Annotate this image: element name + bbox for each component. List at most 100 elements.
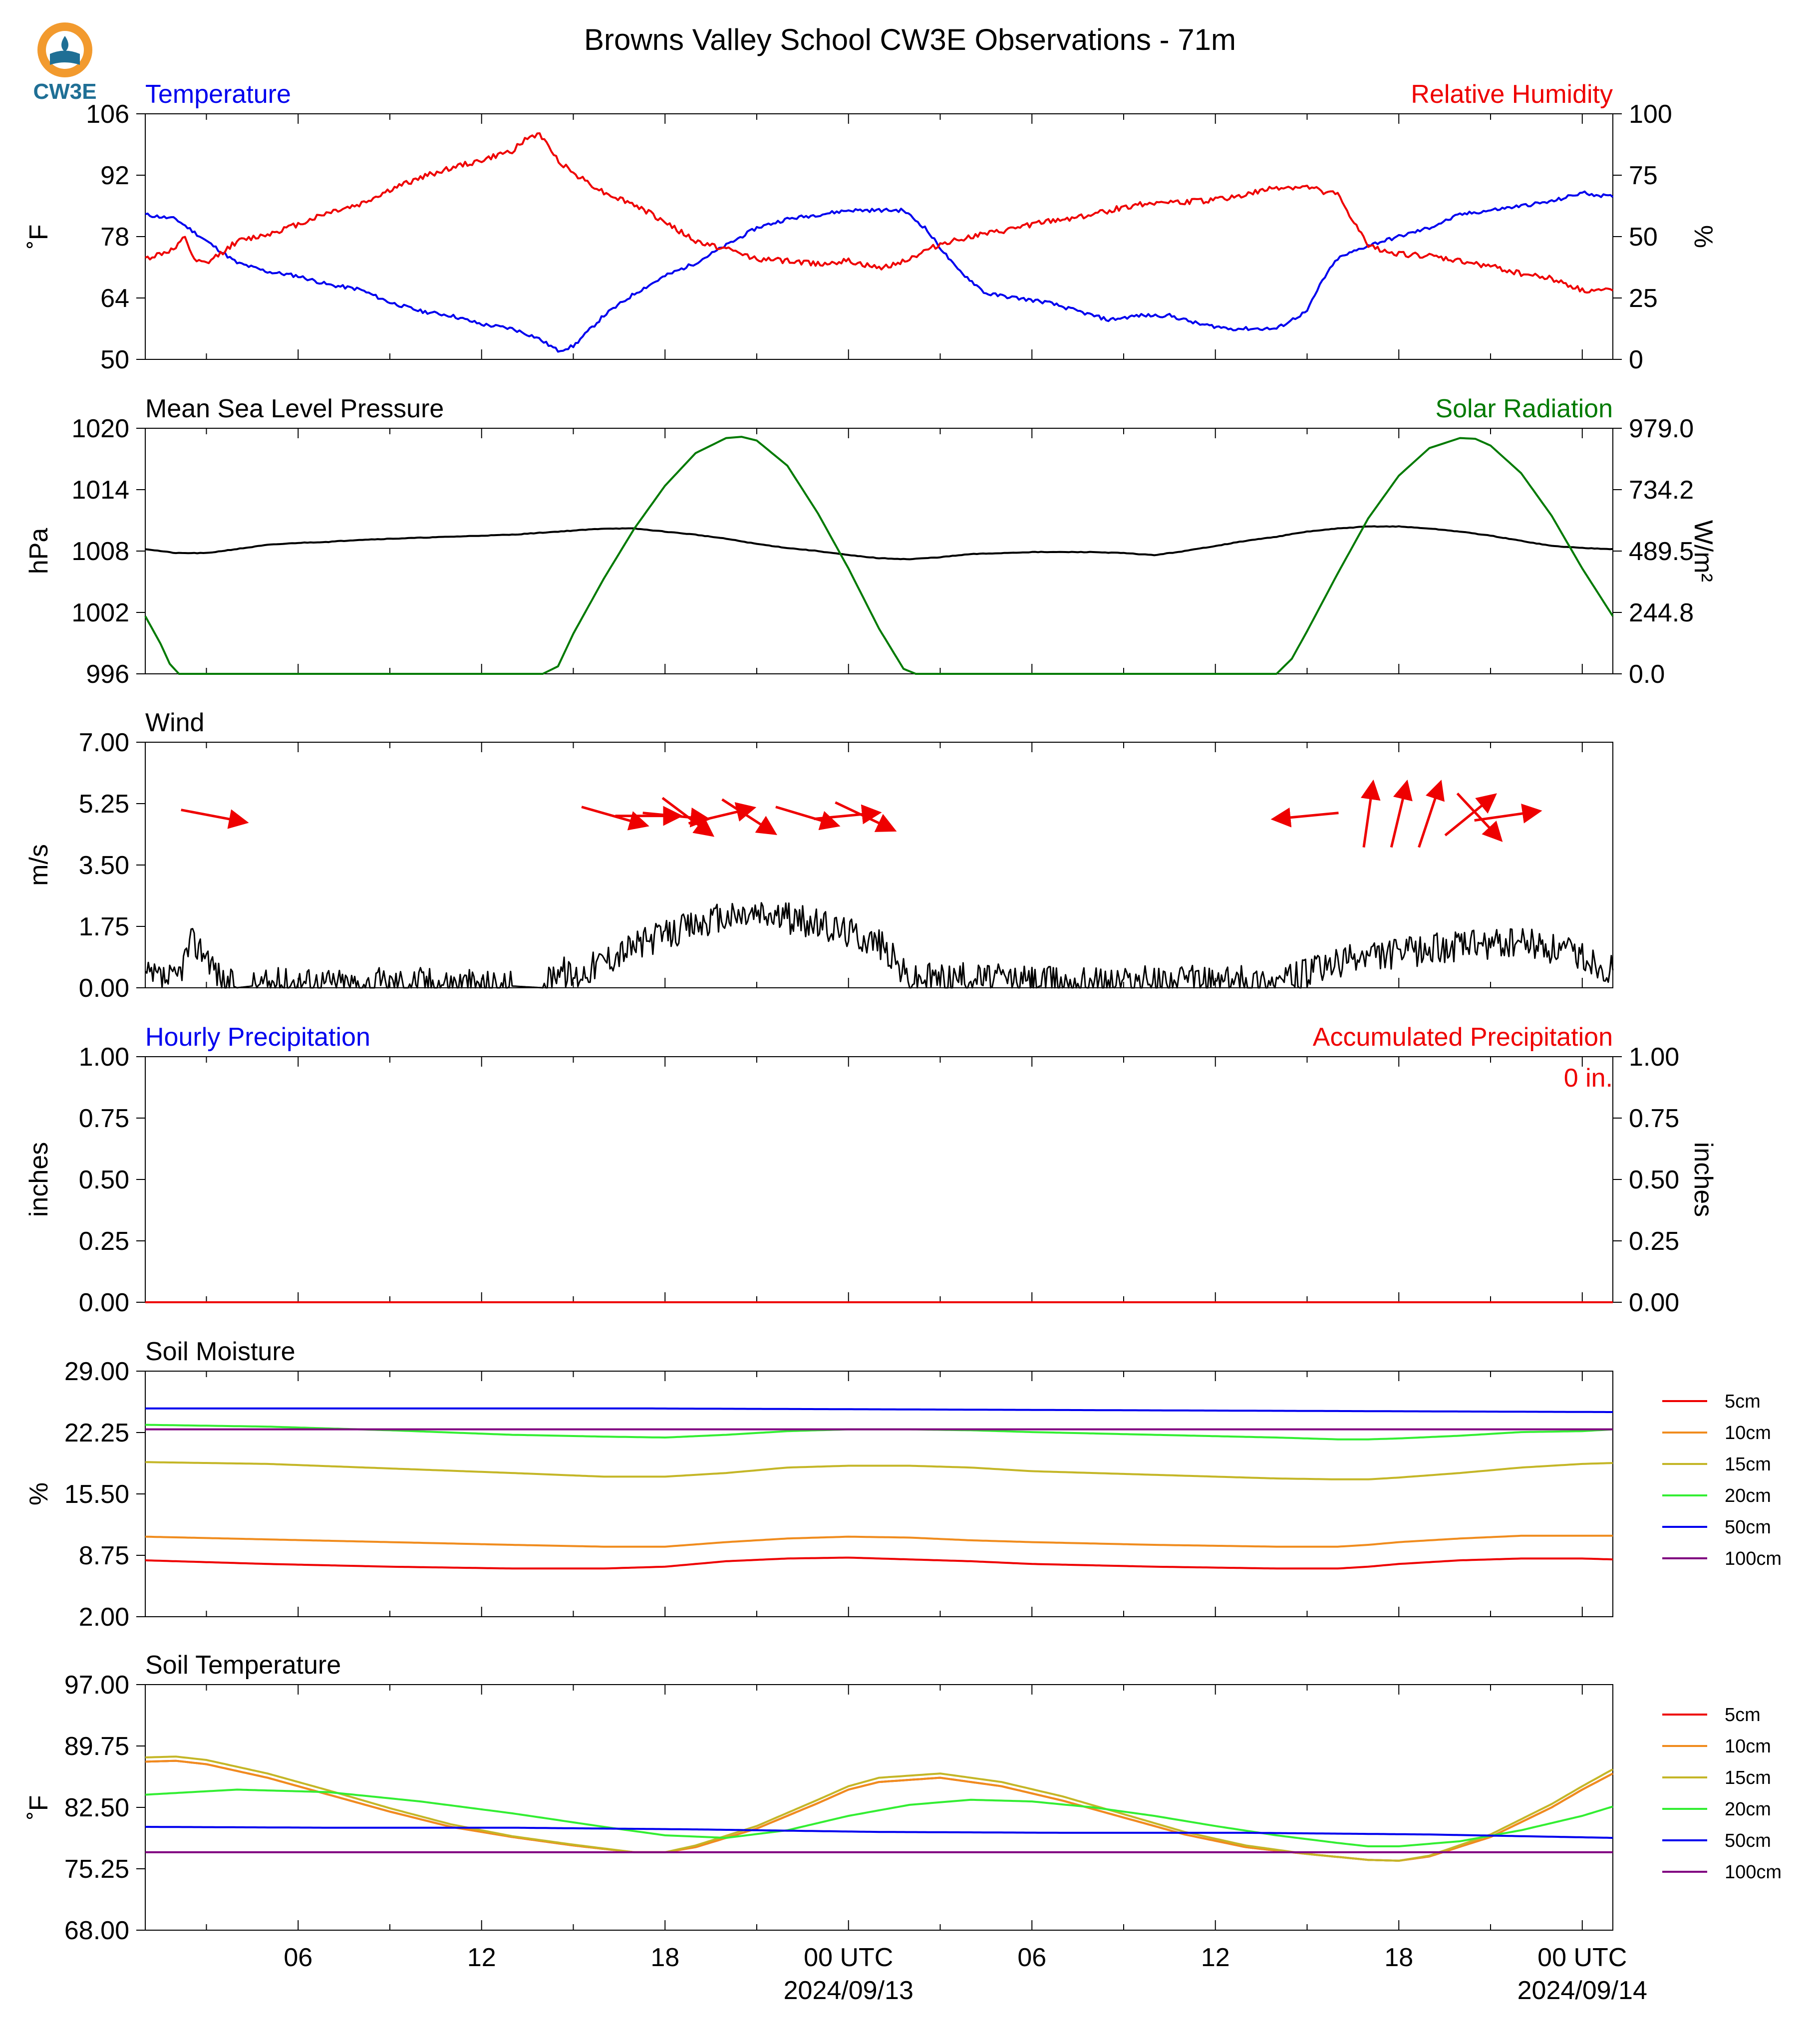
wind-arrow xyxy=(835,801,897,832)
y-tick-label: 0.50 xyxy=(79,1165,129,1194)
y-tick-label: 22.25 xyxy=(64,1419,129,1448)
x-tick-label: 00 UTC xyxy=(1537,1943,1627,1972)
y-tick-label: 1.00 xyxy=(79,1043,129,1072)
x-axis: 06 12 18 00 UTC 2024/09/13 06 12 18 00 UTC 2024/0… xyxy=(284,1943,1647,2005)
series-line-15cm xyxy=(145,1461,1613,1480)
panel-wind: Wind 0.00 1.75 3.50 5.25 7.00 m/s xyxy=(24,708,1614,1003)
wind-arrow xyxy=(1270,807,1339,828)
wind-arrow xyxy=(1418,780,1445,848)
y-right-tick-label: 0.50 xyxy=(1629,1165,1679,1194)
y-right-tick-label: 0.0 xyxy=(1629,660,1665,689)
legend-label: 100cm xyxy=(1725,1862,1782,1883)
wind-arrow xyxy=(1456,792,1503,842)
series-line-10cm xyxy=(145,1534,1613,1548)
y-right-tick-label: 979.0 xyxy=(1629,414,1694,443)
panels: Temperature Relative Humidity 50 64 78 92 106 0… xyxy=(24,80,1782,1945)
y-tick-label: 15.50 xyxy=(64,1480,129,1509)
legend-label: 20cm xyxy=(1725,1799,1771,1820)
legend-label: 5cm xyxy=(1725,1705,1761,1726)
legend-label: 10cm xyxy=(1725,1423,1771,1444)
wind-arrow xyxy=(721,798,778,836)
series-line-5cm xyxy=(145,1556,1613,1570)
series-line-black xyxy=(144,902,1614,989)
panel-title-left: Wind xyxy=(145,708,204,737)
y-tick-label: 89.75 xyxy=(64,1732,129,1761)
y-tick-label: 8.75 xyxy=(79,1541,129,1570)
y-right-tick-label: 244.8 xyxy=(1629,598,1694,627)
wind-arrow xyxy=(181,809,249,829)
x-tick-label: 00 UTC xyxy=(804,1943,893,1972)
panel-soil_temperature: Soil Temperature 68.00 75.25 82.50 89.75 97.0… xyxy=(24,1651,1782,1945)
y-axis-label: ˚F xyxy=(24,1795,53,1819)
y-tick-label: 0.25 xyxy=(79,1227,129,1256)
y-right-tick-label: 0.75 xyxy=(1629,1104,1679,1133)
x-tick-label: 06 xyxy=(284,1943,312,1972)
legend-label: 50cm xyxy=(1725,1517,1771,1538)
y-tick-label: 7.00 xyxy=(79,728,129,757)
x-tick-label: 18 xyxy=(650,1943,679,1972)
x-date-label: 2024/09/14 xyxy=(1517,1976,1647,2005)
panel-precip: Hourly Precipitation Accumulated Precipit… xyxy=(24,1023,1718,1317)
y-right-tick-label: 734.2 xyxy=(1629,476,1694,505)
legend-label: 50cm xyxy=(1725,1830,1771,1851)
y-tick-label: 996 xyxy=(86,660,129,689)
panel-title-right: Accumulated Precipitation xyxy=(1313,1023,1613,1052)
legend-label: 5cm xyxy=(1725,1391,1761,1412)
cw3e-logo: CW3E xyxy=(33,22,97,104)
y-tick-label: 1.75 xyxy=(79,912,129,941)
y-axis-label: % xyxy=(24,1482,53,1505)
y-tick-label: 3.50 xyxy=(79,851,129,880)
y-right-tick-label: 25 xyxy=(1629,284,1658,313)
series-line-50cm xyxy=(145,1407,1613,1413)
y-axis-label: hPa xyxy=(24,528,53,575)
y-right-tick-label: 489.5 xyxy=(1629,537,1694,566)
wind-arrow xyxy=(1390,779,1413,848)
panel-title-right: Relative Humidity xyxy=(1411,80,1613,109)
y-tick-label: 2.00 xyxy=(79,1603,129,1632)
y-axis-label: inches xyxy=(24,1142,53,1217)
wind-arrow xyxy=(814,804,882,825)
y-right-axis-label: inches xyxy=(1689,1142,1718,1217)
x-tick-label: 12 xyxy=(1201,1943,1230,1972)
logo-wave-icon xyxy=(50,50,80,65)
wind-arrow xyxy=(1360,779,1381,848)
legend-label: 15cm xyxy=(1725,1767,1771,1788)
y-tick-label: 97.00 xyxy=(64,1671,129,1700)
x-tick-label: 12 xyxy=(467,1943,496,1972)
panel-title-left: Soil Moisture xyxy=(145,1337,296,1366)
y-tick-label: 50 xyxy=(100,345,129,374)
wind-arrow xyxy=(1474,804,1542,824)
x-date-label: 2024/09/13 xyxy=(784,1976,913,2005)
y-tick-label: 64 xyxy=(100,284,129,313)
y-tick-label: 0.00 xyxy=(79,974,129,1003)
series-line-black xyxy=(145,525,1613,561)
panel-title-right: Solar Radiation xyxy=(1435,394,1613,423)
panel-temp_rh: Temperature Relative Humidity 50 64 78 92 106 0… xyxy=(24,80,1718,374)
y-tick-label: 1020 xyxy=(71,414,129,443)
figure-title: Browns Valley School CW3E Observations -… xyxy=(584,23,1236,56)
wind-arrow xyxy=(661,797,715,837)
logo-drop-icon xyxy=(61,36,68,52)
y-tick-label: 1014 xyxy=(71,476,129,505)
panel-title-left: Mean Sea Level Pressure xyxy=(145,394,444,423)
y-tick-label: 5.25 xyxy=(79,790,129,819)
y-tick-label: 68.00 xyxy=(64,1916,129,1945)
y-right-tick-label: 0.25 xyxy=(1629,1227,1679,1256)
wind-arrow xyxy=(581,806,649,831)
y-right-tick-label: 100 xyxy=(1629,100,1672,129)
series-line-50cm xyxy=(145,1826,1613,1839)
panel-title-left: Hourly Precipitation xyxy=(145,1023,370,1052)
series-line-20cm xyxy=(145,1788,1613,1847)
y-axis-label: ˚F xyxy=(24,224,53,249)
y-tick-label: 92 xyxy=(100,161,129,190)
legend-label: 15cm xyxy=(1725,1454,1771,1475)
legend-label: 20cm xyxy=(1725,1485,1771,1506)
y-tick-label: 106 xyxy=(86,100,129,129)
y-right-tick-label: 50 xyxy=(1629,223,1658,252)
logo-text: CW3E xyxy=(33,79,96,104)
y-right-tick-label: 0 xyxy=(1629,345,1643,374)
y-right-tick-label: 1.00 xyxy=(1629,1043,1679,1072)
y-tick-label: 0.00 xyxy=(79,1288,129,1317)
y-right-axis-label: W/m² xyxy=(1689,520,1718,582)
